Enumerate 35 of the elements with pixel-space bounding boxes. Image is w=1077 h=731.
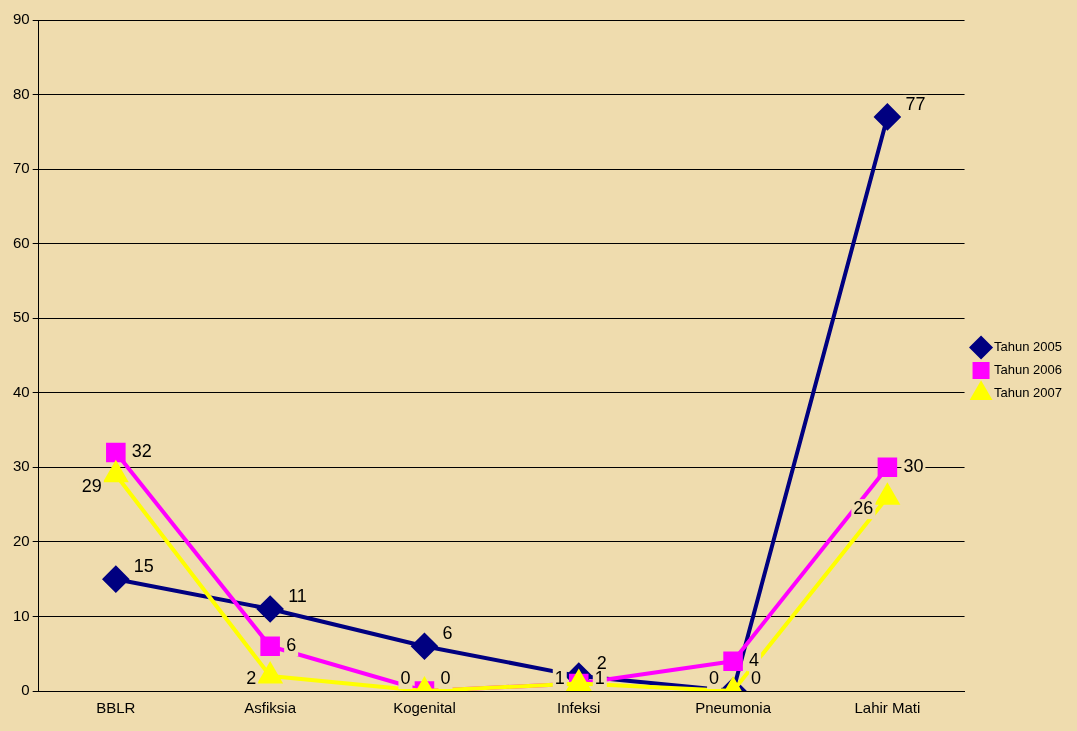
data-label: 11: [288, 585, 307, 606]
data-label: 0: [709, 667, 720, 688]
data-label: 0: [440, 667, 451, 688]
x-tick-label: Lahir Mati: [854, 699, 921, 717]
y-tick-label: 90: [13, 10, 30, 28]
data-label: 15: [133, 556, 154, 577]
y-tick-label: 70: [13, 159, 30, 177]
y-tick-label: 80: [13, 84, 30, 102]
data-label: 0: [751, 667, 762, 688]
y-tick-label: 40: [13, 382, 30, 400]
x-tick-label: Infeksi: [557, 699, 601, 717]
y-tick-label: 10: [13, 606, 30, 624]
data-label: 0: [400, 667, 411, 688]
y-tick-label: 20: [13, 532, 30, 550]
y-tick-label: 30: [13, 457, 30, 475]
legend-label: Tahun 2006: [994, 362, 1062, 378]
legend-label: Tahun 2007: [994, 385, 1062, 401]
y-tick-label: 50: [13, 308, 30, 326]
data-label: 6: [286, 635, 297, 656]
data-label: 6: [442, 623, 453, 644]
data-label: 29: [81, 475, 102, 496]
data-label: 4: [749, 650, 760, 671]
x-tick-label: BBLR: [96, 699, 136, 717]
data-label: 32: [131, 441, 152, 462]
x-tick-label: Asfiksia: [244, 699, 297, 717]
data-label: 1: [554, 667, 565, 688]
x-tick-label: Kogenital: [393, 699, 456, 717]
data-label: 77: [905, 93, 926, 114]
data-label: 2: [246, 667, 257, 688]
data-label: 26: [853, 498, 874, 519]
x-tick-label: Pneumonia: [695, 699, 772, 717]
y-tick-label: 0: [21, 681, 30, 699]
legend-label: Tahun 2005: [994, 339, 1062, 355]
y-tick-label: 60: [13, 233, 30, 251]
data-label: 30: [903, 456, 924, 477]
